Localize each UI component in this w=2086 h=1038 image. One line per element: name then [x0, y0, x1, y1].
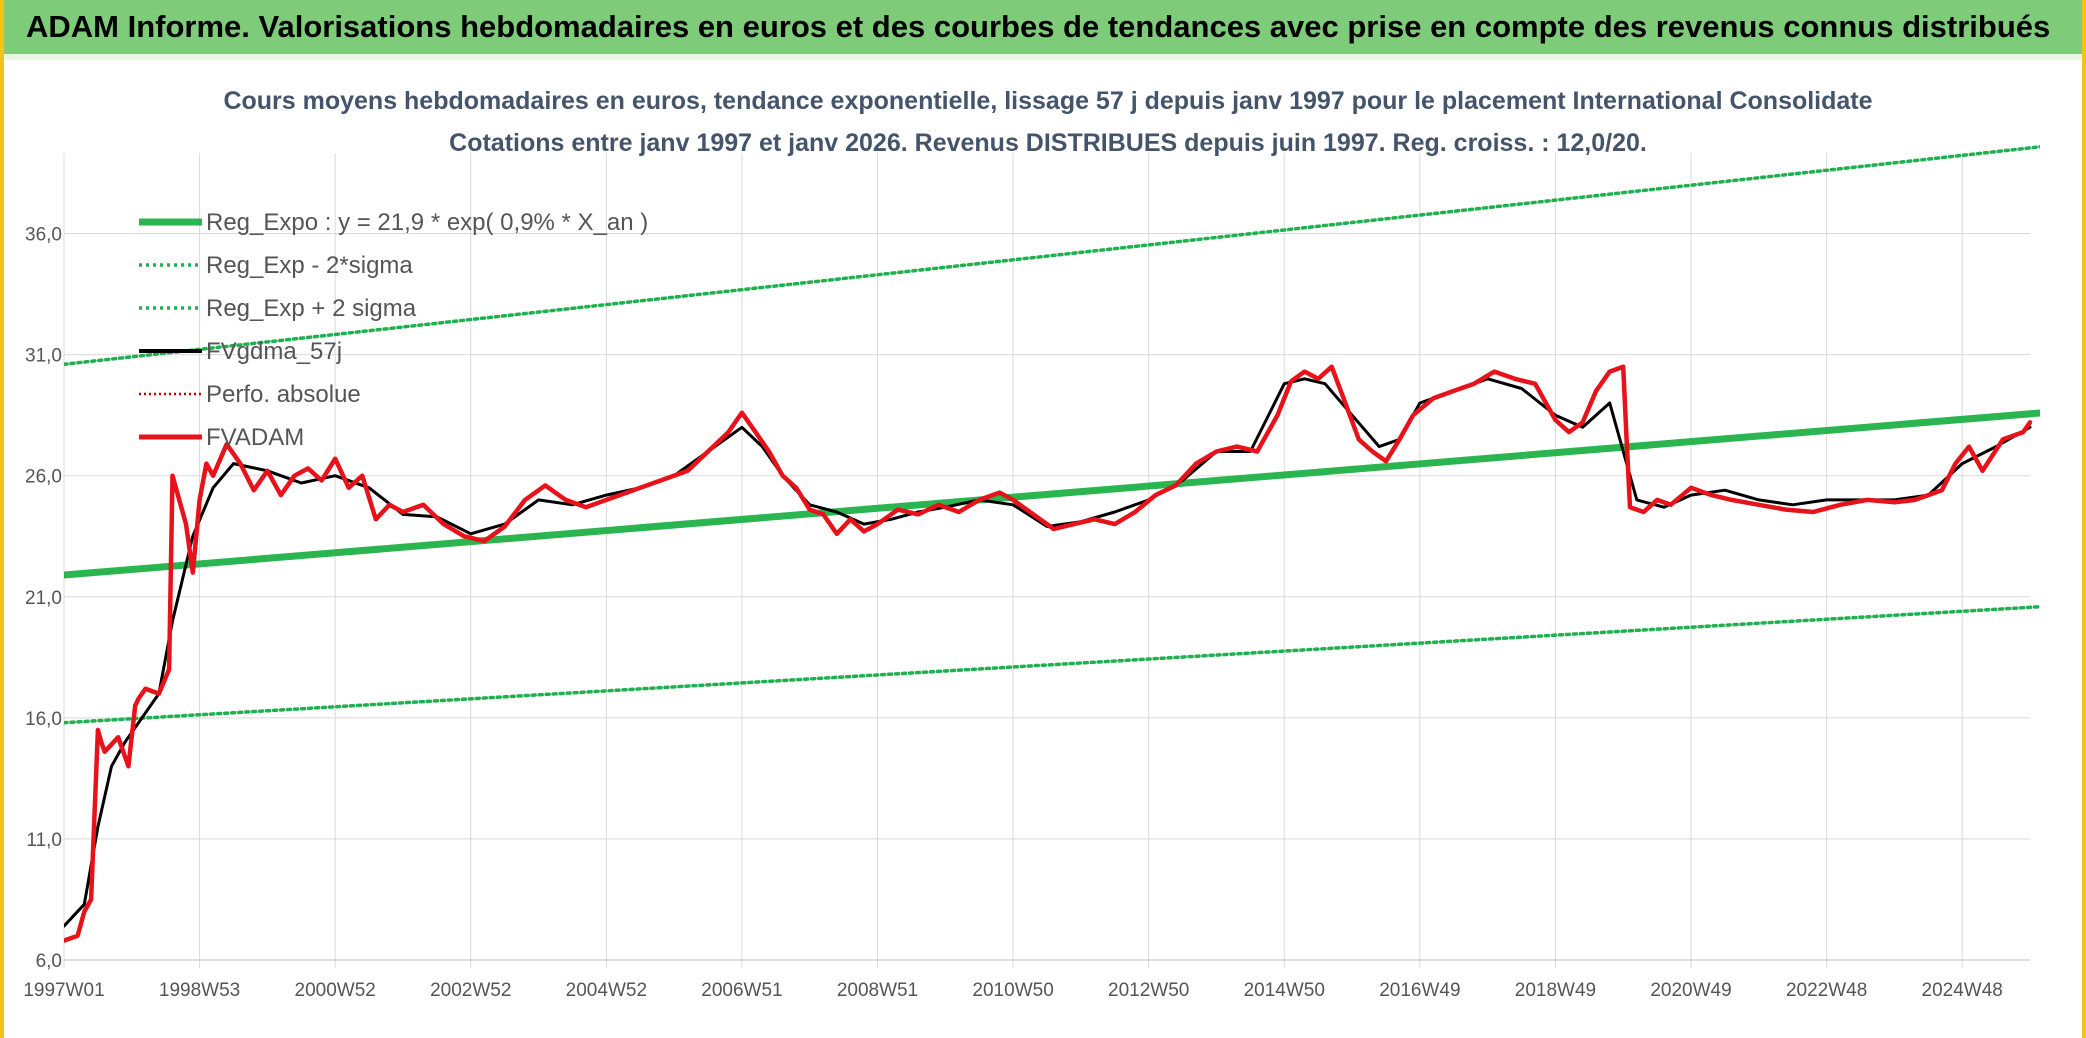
legend-entry-reg-plus: Reg_Exp + 2 sigma [139, 295, 417, 322]
x-tick-label: 2022W48 [1786, 980, 1867, 1001]
legend-entry-perfo: Perfo. absolue [139, 381, 361, 408]
chart-title-line2: Cotations entre janv 1997 et janv 2026. … [449, 129, 1647, 157]
legend-label-perfo: Perfo. absolue [206, 381, 361, 408]
series-fvgdma-57j [64, 377, 2032, 928]
chart-area: Cours moyens hebdomadaires en euros, ten… [23, 87, 2040, 1001]
series-reg-minus-2sigma [64, 604, 2040, 725]
legend-entry-fvgdma: FVgdma_57j [139, 338, 342, 365]
x-tick-label: 2000W52 [295, 980, 376, 1001]
y-tick-label: 31,0 [25, 346, 62, 367]
y-tick-label: 36,0 [25, 225, 62, 246]
x-tick-label: 2016W49 [1379, 980, 1460, 1001]
y-tick-label: 26,0 [25, 467, 62, 488]
series-reg-plus-2sigma [64, 145, 2040, 367]
x-tick-label: 2002W52 [430, 980, 511, 1001]
series-fvadam [64, 364, 2033, 943]
banner-divider [4, 54, 2082, 60]
legend-label-fvadam: FVADAM [206, 424, 304, 451]
x-tick-label: 2018W49 [1515, 980, 1596, 1001]
series-reg-expo [64, 409, 2040, 579]
legend-entry-reg-expo: Reg_Expo : y = 21,9 * exp( 0,9% * X_an ) [139, 209, 648, 236]
x-tick-label: 2014W50 [1244, 980, 1325, 1001]
x-tick-label: 2004W52 [566, 980, 647, 1001]
y-tick-label: 11,0 [26, 830, 62, 851]
legend-label-reg-expo: Reg_Expo : y = 21,9 * exp( 0,9% * X_an ) [206, 209, 648, 236]
legend-label-fvgdma: FVgdma_57j [206, 338, 342, 365]
x-tick-label: 2012W50 [1108, 980, 1189, 1001]
legend-label-reg-minus: Reg_Exp - 2*sigma [206, 252, 413, 279]
x-tick-label: 2010W50 [972, 980, 1053, 1001]
x-tick-label: 2008W51 [837, 980, 918, 1001]
y-tick-label: 16,0 [25, 709, 62, 730]
legend-entry-fvadam: FVADAM [139, 424, 304, 451]
x-tick-label: 1998W53 [159, 980, 240, 1001]
series-layer [64, 145, 2040, 943]
x-tick-label: 2006W51 [701, 980, 782, 1001]
y-tick-label: 6,0 [36, 951, 62, 972]
legend-entry-reg-minus: Reg_Exp - 2*sigma [139, 252, 413, 279]
report-banner-title: ADAM Informe. Valorisations hebdomadaire… [4, 0, 2082, 54]
x-tick-label: 2020W49 [1650, 980, 1731, 1001]
x-tick-label: 1997W01 [23, 980, 104, 1001]
y-tick-label: 21,0 [25, 588, 62, 609]
legend-label-reg-plus: Reg_Exp + 2 sigma [206, 295, 417, 322]
x-tick-label: 2024W48 [1922, 980, 2003, 1001]
chart-title-line1: Cours moyens hebdomadaires en euros, ten… [223, 87, 1872, 115]
y-gridlines [64, 233, 2030, 961]
legend: Reg_Expo : y = 21,9 * exp( 0,9% * X_an )… [139, 209, 648, 451]
y-axis: 6,0 11,0 16,0 21,0 26,0 31,0 36,0 [25, 225, 62, 972]
x-axis: 1997W01 1998W53 2000W52 2002W52 2004W52 2006W… [23, 980, 2003, 1001]
